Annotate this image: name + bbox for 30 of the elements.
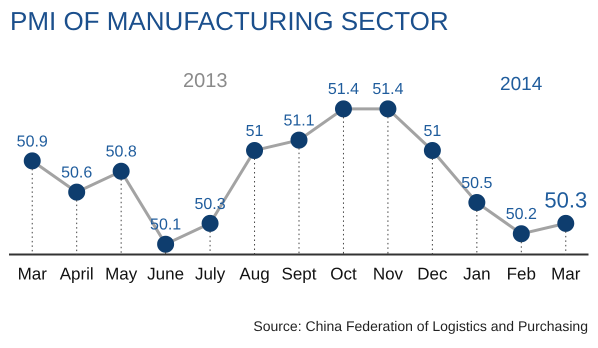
data-label: 51 bbox=[246, 122, 264, 140]
data-label: 51.4 bbox=[328, 81, 360, 98]
data-label: 51 bbox=[423, 122, 442, 140]
x-tick-label: Jan bbox=[463, 264, 491, 284]
data-label: 50.9 bbox=[16, 133, 48, 150]
text: 2014 bbox=[500, 74, 542, 96]
x-tick-label: Feb bbox=[506, 264, 536, 284]
x-tick-label: July bbox=[194, 264, 226, 284]
data-label: 50.3 bbox=[544, 187, 588, 212]
text: 2013 bbox=[183, 70, 228, 93]
x-tick-label: Dec bbox=[417, 264, 448, 284]
x-tick-label: May bbox=[105, 264, 138, 284]
x-tick-label: Mar bbox=[18, 264, 48, 284]
x-tick-label: Sept bbox=[282, 264, 317, 284]
data-label: 50.8 bbox=[106, 144, 137, 161]
x-tick-label: June bbox=[147, 264, 184, 284]
data-label: 51.1 bbox=[283, 112, 315, 130]
data-label: 50.2 bbox=[506, 206, 537, 224]
data-label: 50.3 bbox=[194, 196, 226, 213]
data-label: 50.5 bbox=[461, 174, 493, 192]
x-tick-label: Aug bbox=[239, 264, 270, 284]
x-tick-label: Mar bbox=[551, 264, 581, 284]
data-label: 50.1 bbox=[150, 216, 182, 234]
chart-title: PMI OF MANUFACTURING SECTOR bbox=[10, 6, 449, 37]
x-tick-label: Oct bbox=[330, 264, 357, 284]
x-tick-label: Nov bbox=[372, 264, 404, 284]
x-tick-label: April bbox=[60, 264, 94, 284]
source-note: Source: China Federation of Logistics and Purchasing bbox=[253, 318, 588, 334]
data-label: 50.6 bbox=[61, 164, 92, 182]
data-label: 51.4 bbox=[372, 81, 404, 98]
